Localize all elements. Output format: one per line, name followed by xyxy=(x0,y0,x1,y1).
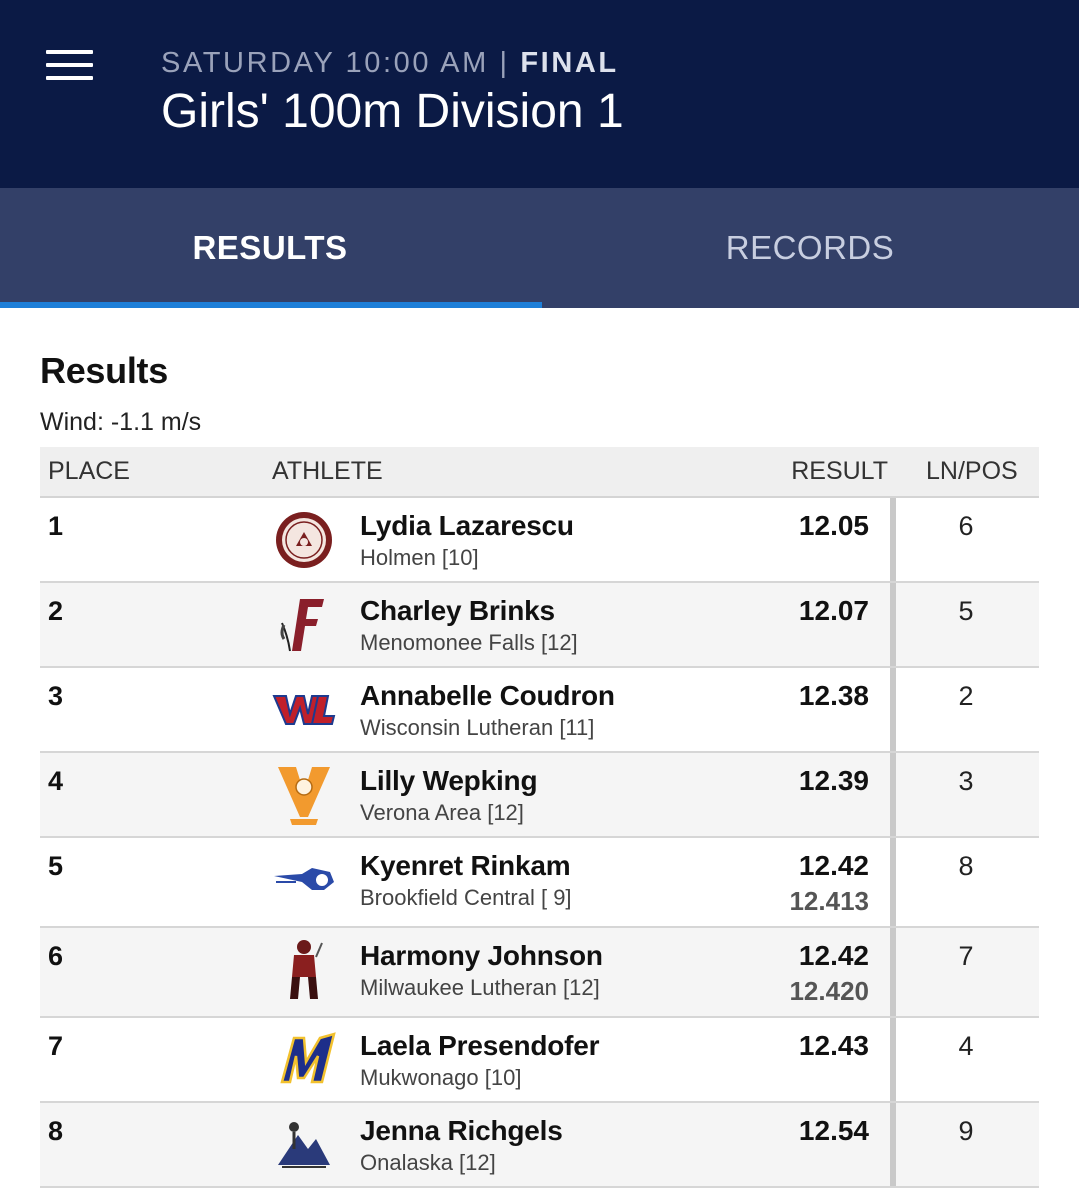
column-header-result: RESULT xyxy=(791,457,888,485)
results-table: PLACE ATHLETE RESULT LN/POS 1 Lydia Laza… xyxy=(40,447,1039,1188)
column-header-place: PLACE xyxy=(48,457,130,485)
lane-position: 8 xyxy=(958,851,974,881)
column-header-athlete: ATHLETE xyxy=(272,457,383,485)
wind-reading: Wind: -1.1 m/s xyxy=(40,408,202,436)
result-precise-time: 12.420 xyxy=(789,976,869,1006)
row-place: 1 xyxy=(48,511,64,541)
column-divider xyxy=(890,928,896,1016)
column-divider xyxy=(890,583,896,666)
athlete-name: Laela Presendofer xyxy=(360,1030,600,1061)
lane-position: 3 xyxy=(958,766,974,796)
table-header: PLACE ATHLETE RESULT LN/POS xyxy=(40,447,1039,498)
menomonee-falls-f-logo-icon xyxy=(272,593,336,657)
onalaska-logo-icon xyxy=(272,1113,336,1177)
row-place: 8 xyxy=(48,1116,64,1146)
active-tab-indicator xyxy=(0,302,542,308)
column-divider xyxy=(890,753,896,836)
tab-bar: RESULTS RECORDS xyxy=(0,188,1079,308)
mukwonago-m-logo-icon xyxy=(272,1028,336,1092)
lane-position: 2 xyxy=(958,681,974,711)
athlete-team: Menomonee Falls [12] xyxy=(360,630,578,655)
milwaukee-lutheran-knight-logo-icon xyxy=(272,938,336,1002)
event-day-time: SATURDAY 10:00 AM xyxy=(161,47,489,79)
athlete-team: Mukwonago [10] xyxy=(360,1065,522,1090)
athlete-name: Jenna Richgels xyxy=(360,1115,563,1146)
column-header-lnpos: LN/POS xyxy=(926,457,1018,485)
table-row[interactable]: 4 Lilly Wepking Verona Area [12] 12.39 3 xyxy=(40,753,1039,838)
athlete-name: Annabelle Coudron xyxy=(360,680,615,711)
lane-position: 5 xyxy=(958,596,974,626)
result-time: 12.05 xyxy=(798,510,869,541)
hamburger-menu-icon[interactable] xyxy=(46,50,94,82)
table-row[interactable]: 8 Jenna Richgels Onalaska [12] 12.54 9 xyxy=(40,1103,1039,1188)
row-place: 5 xyxy=(48,851,64,881)
athlete-team: Brookfield Central [ 9] xyxy=(360,885,572,910)
column-divider xyxy=(890,498,896,581)
row-place: 2 xyxy=(48,596,64,626)
row-place: 6 xyxy=(48,941,64,971)
athlete-team: Holmen [10] xyxy=(360,545,479,570)
verona-v-logo-icon xyxy=(272,763,336,827)
athlete-name: Charley Brinks xyxy=(360,595,555,626)
status-separator: | xyxy=(499,47,510,79)
row-place: 4 xyxy=(48,766,64,796)
result-time: 12.39 xyxy=(798,765,869,796)
tab-results[interactable]: RESULTS xyxy=(192,229,348,266)
holmen-seal-logo-icon xyxy=(272,508,336,572)
column-divider xyxy=(890,1103,896,1186)
result-time: 12.42 xyxy=(798,850,869,881)
athlete-team: Onalaska [12] xyxy=(360,1150,496,1175)
lane-position: 9 xyxy=(958,1116,974,1146)
column-divider xyxy=(890,838,896,926)
column-divider xyxy=(890,668,896,751)
brookfield-central-logo-icon xyxy=(272,848,336,912)
athlete-name: Lydia Lazarescu xyxy=(360,510,574,541)
table-row[interactable]: 7 Laela Presendofer Mukwonago [10] 12.43… xyxy=(40,1018,1039,1103)
result-precise-time: 12.413 xyxy=(789,886,869,916)
lane-position: 7 xyxy=(958,941,974,971)
row-place: 7 xyxy=(48,1031,64,1061)
row-place: 3 xyxy=(48,681,64,711)
table-row[interactable]: 6 Harmony Johnson Milwaukee Lutheran [12… xyxy=(40,928,1039,1018)
event-title: Girls' 100m Division 1 xyxy=(161,85,624,138)
athlete-team: Verona Area [12] xyxy=(360,800,524,825)
athlete-name: Kyenret Rinkam xyxy=(360,850,571,881)
athlete-name: Lilly Wepking xyxy=(360,765,538,796)
tab-records[interactable]: RECORDS xyxy=(725,229,895,266)
table-body: 1 Lydia Lazarescu Holmen [10] 12.05 6 2 xyxy=(40,498,1039,1188)
result-time: 12.38 xyxy=(798,680,869,711)
athlete-team: Wisconsin Lutheran [11] xyxy=(360,715,595,740)
table-row[interactable]: 1 Lydia Lazarescu Holmen [10] 12.05 6 xyxy=(40,498,1039,583)
result-time: 12.43 xyxy=(798,1030,869,1061)
column-divider xyxy=(890,1018,896,1101)
lane-position: 6 xyxy=(958,511,974,541)
section-title: Results xyxy=(40,350,168,391)
result-time: 12.07 xyxy=(798,595,869,626)
event-status-line: SATURDAY 10:00 AM | FINAL xyxy=(161,47,619,80)
table-row[interactable]: 2 Charley Brinks Menomonee Falls [12] 12… xyxy=(40,583,1039,668)
athlete-name: Harmony Johnson xyxy=(360,940,603,971)
app-bar: SATURDAY 10:00 AM | FINAL Girls' 100m Di… xyxy=(0,0,1079,188)
wisconsin-lutheran-wl-logo-icon xyxy=(272,678,336,742)
result-time: 12.42 xyxy=(798,940,869,971)
lane-position: 4 xyxy=(958,1031,974,1061)
event-status: FINAL xyxy=(520,47,619,79)
result-time: 12.54 xyxy=(798,1115,869,1146)
table-row[interactable]: 5 Kyenret Rinkam Brookfield Central [ 9]… xyxy=(40,838,1039,928)
table-row[interactable]: 3 Annabelle Coudron Wisconsin Lutheran [… xyxy=(40,668,1039,753)
athlete-team: Milwaukee Lutheran [12] xyxy=(360,975,600,1000)
